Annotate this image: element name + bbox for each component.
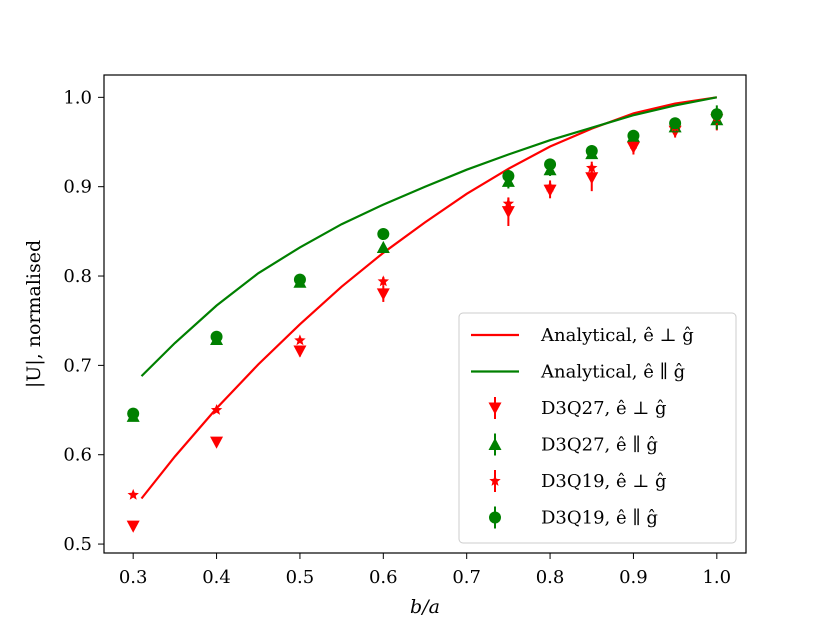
x-tick-label: 0.5 xyxy=(286,567,315,588)
data-point xyxy=(376,288,390,301)
analytical-curves xyxy=(140,96,718,500)
data-point xyxy=(294,334,306,346)
data-point xyxy=(127,488,139,500)
data-point xyxy=(627,137,640,149)
legend-marker-swatch xyxy=(489,511,501,524)
legend-label: D3Q27, ê ∥ ĝ xyxy=(541,435,658,456)
x-tick-label: 1.0 xyxy=(702,567,731,588)
legend-label: D3Q27, ê ⊥ ĝ xyxy=(541,398,667,419)
x-tick-label: 0.4 xyxy=(202,567,231,588)
x-tick-label: 0.6 xyxy=(369,567,398,588)
data-point xyxy=(502,169,515,182)
legend-marker-swatch xyxy=(488,402,502,415)
legend-label: Analytical, ê ∥ ĝ xyxy=(540,362,685,383)
y-tick-label: 0.7 xyxy=(63,355,92,376)
data-point xyxy=(377,228,390,241)
data-point xyxy=(210,330,223,343)
data-point xyxy=(210,436,224,449)
data-point xyxy=(376,240,390,253)
data-point xyxy=(293,273,306,286)
legend-label: D3Q19, ê ⊥ ĝ xyxy=(541,471,667,492)
x-tick-label: 0.8 xyxy=(536,567,565,588)
y-axis-label: |U|, normalised xyxy=(23,240,45,388)
data-point xyxy=(502,197,515,209)
plot-frame xyxy=(103,74,747,554)
data-point xyxy=(710,108,723,121)
x-tick-label: 0.9 xyxy=(619,567,648,588)
data-point xyxy=(669,117,682,130)
y-tick-label: 0.8 xyxy=(63,266,92,287)
y-tick-label: 0.6 xyxy=(63,445,92,466)
data-point xyxy=(126,520,140,533)
legend-marker-swatch xyxy=(489,475,501,486)
data-point xyxy=(501,206,515,219)
data-points xyxy=(126,105,724,533)
y-tick-label: 0.5 xyxy=(63,534,92,555)
y-tick-label: 1.0 xyxy=(63,87,92,108)
legend-box xyxy=(458,312,737,544)
x-tick-label: 0.7 xyxy=(452,567,481,588)
data-point xyxy=(127,407,140,420)
data-point xyxy=(585,172,599,185)
analytical-line xyxy=(140,96,718,377)
x-tick-label: 0.3 xyxy=(119,567,148,588)
legend-label: Analytical, ê ⊥ ĝ xyxy=(540,325,694,346)
data-point xyxy=(627,129,640,142)
data-point xyxy=(544,180,556,192)
data-point xyxy=(585,144,598,157)
legend-marker-swatch xyxy=(488,438,502,451)
y-tick-label: 0.9 xyxy=(63,177,92,198)
data-point xyxy=(544,158,557,171)
x-axis-label: b/a xyxy=(410,596,440,618)
data-point xyxy=(293,345,307,358)
axis-ticks: 0.3 0.4 0.5 0.6 0.7 0.8 0.9 1.0 0.5 0.6 0.7 0.8 0.9 1… xyxy=(63,87,731,588)
data-point xyxy=(586,161,598,173)
data-point xyxy=(377,275,389,287)
legend-label: D3Q19, ê ∥ ĝ xyxy=(541,508,658,529)
legend: Analytical, ê ⊥ ĝ Analytical, ê ∥ ĝ D3Q27,… xyxy=(458,312,737,544)
data-point xyxy=(210,404,223,415)
